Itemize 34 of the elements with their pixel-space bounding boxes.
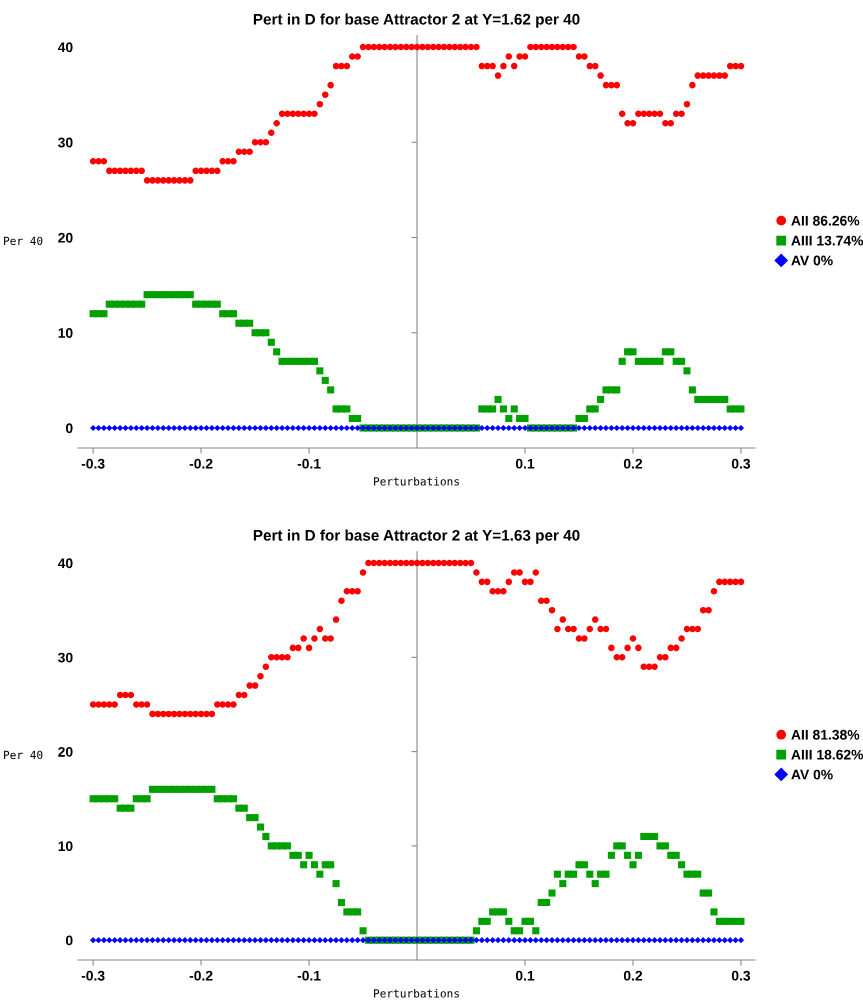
legend-label: AII 81.38% xyxy=(791,729,860,740)
legend-label: AV 0% xyxy=(791,255,833,266)
chart-title: Pert in D for base Attractor 2 at Y=1.63 per 40 xyxy=(253,529,580,544)
chart-title: Pert in D for base Attractor 2 at Y=1.62 per 40 xyxy=(253,13,580,28)
y-tick-label: 20 xyxy=(58,746,73,757)
x-axis-title: Perturbations xyxy=(374,476,459,486)
x-tick-label: 0.3 xyxy=(731,458,751,469)
y-tick-label: 40 xyxy=(57,42,73,53)
x-tick-label: 0.3 xyxy=(731,970,751,981)
x-tick-label: 0.1 xyxy=(515,458,535,469)
y-tick-label: 10 xyxy=(58,328,73,338)
y-tick-label: 40 xyxy=(57,558,73,569)
y-tick-label: 20 xyxy=(58,232,73,243)
x-axis-title: Perturbations xyxy=(374,988,459,998)
y-tick-label: 0 xyxy=(65,935,73,946)
y-tick-label: 0 xyxy=(65,423,73,434)
legend-label: AII 86.26% xyxy=(791,215,860,226)
x-tick-label: -0.2 xyxy=(189,970,213,981)
x-tick-label: -0.1 xyxy=(297,458,321,469)
x-tick-label: 0.2 xyxy=(623,970,643,981)
y-axis-title: Per 40 xyxy=(4,236,43,246)
y-tick-label: 10 xyxy=(58,841,73,852)
y-tick-label: 30 xyxy=(58,137,73,148)
x-tick-label: 0.1 xyxy=(515,970,535,981)
x-tick-label: -0.2 xyxy=(189,458,213,469)
x-tick-label: -0.3 xyxy=(81,458,105,469)
x-tick-label: -0.1 xyxy=(297,970,321,981)
y-axis-title: Per 40 xyxy=(4,750,43,760)
x-tick-label: 0.2 xyxy=(623,458,643,469)
x-tick-label: -0.3 xyxy=(81,970,105,981)
y-tick-label: 30 xyxy=(58,652,73,663)
legend-label: AV 0% xyxy=(791,769,833,780)
legend-label: AIII 18.62% xyxy=(791,749,863,760)
legend-label: AIII 13.74% xyxy=(791,235,863,246)
